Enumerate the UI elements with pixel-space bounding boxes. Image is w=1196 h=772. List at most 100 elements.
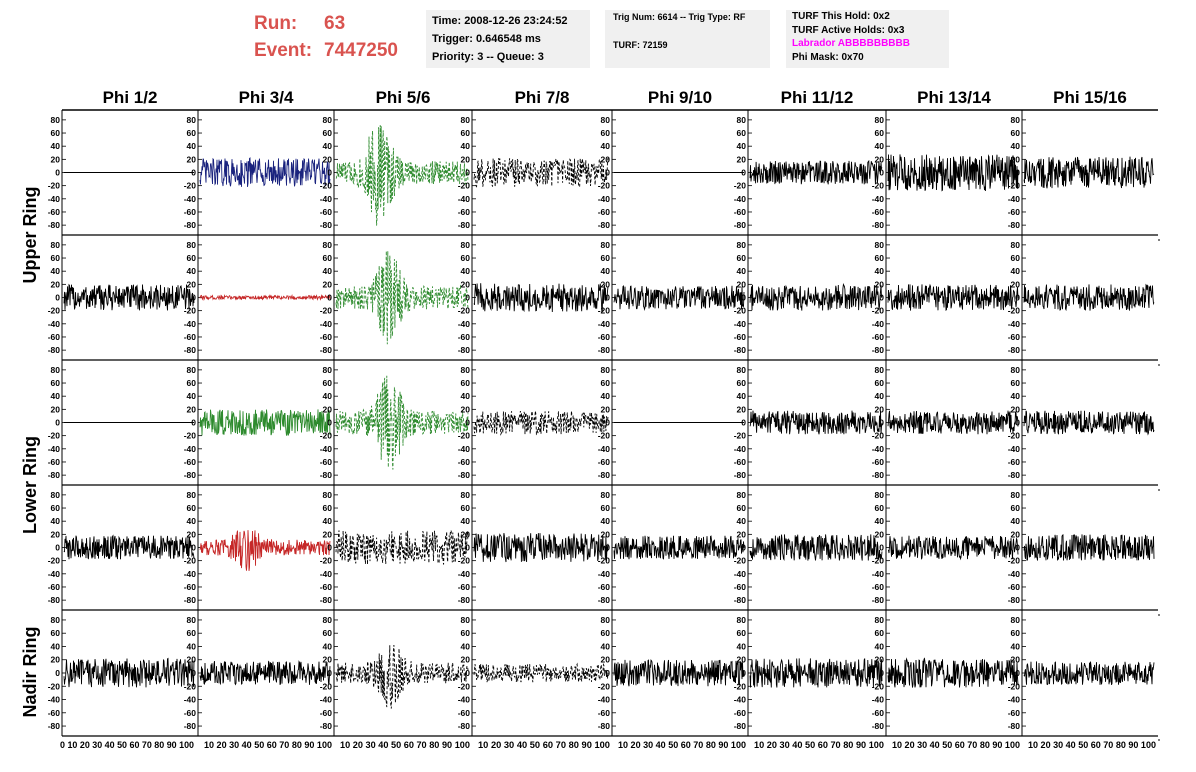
trace-row3-phi-7-8: [473, 409, 609, 436]
y-tick-label: 0: [327, 293, 332, 303]
y-tick-label: -20: [1008, 681, 1021, 691]
y-tick-label: 40: [187, 141, 197, 151]
y-tick-label: -80: [734, 595, 747, 605]
y-tick-label: -40: [734, 695, 747, 705]
y-tick-label: -40: [458, 319, 471, 329]
trace-row4-phi-15-16: [1023, 534, 1155, 561]
y-tick-label: 20: [323, 404, 333, 414]
y-tick-label: 60: [601, 128, 611, 138]
y-tick-label: -20: [734, 306, 747, 316]
y-tick-label: 20: [187, 154, 197, 164]
y-tick-label: 20: [601, 404, 611, 414]
y-tick-label: 80: [187, 240, 197, 250]
y-tick-label: -20: [734, 431, 747, 441]
y-tick-label: -40: [734, 319, 747, 329]
y-tick-label: -60: [458, 457, 471, 467]
y-tick-label: 80: [601, 365, 611, 375]
trace-row1-phi-13-14: [887, 154, 1019, 192]
trace-row5-phi-15-16: [1023, 661, 1155, 686]
trace-row5-phi-13-14: [887, 657, 1019, 688]
y-tick-label: 80: [601, 615, 611, 625]
y-tick-label: -40: [1008, 194, 1021, 204]
y-tick-label: -80: [1008, 220, 1021, 230]
y-tick-label: 80: [187, 365, 197, 375]
y-tick-label: -60: [320, 207, 333, 217]
y-tick-label: -20: [320, 306, 333, 316]
y-tick-label: -40: [320, 569, 333, 579]
y-tick-label: 60: [1011, 378, 1021, 388]
y-tick-label: 40: [461, 516, 471, 526]
y-tick-label: -60: [320, 457, 333, 467]
y-tick-label: 20: [461, 404, 471, 414]
y-tick-label: -40: [598, 194, 611, 204]
y-tick-label: 0: [741, 168, 746, 178]
trace-row4-phi-3-4: [199, 530, 331, 571]
y-tick-label: 20: [875, 529, 885, 539]
y-tick-label: 80: [875, 615, 885, 625]
y-tick-label: 40: [1011, 391, 1021, 401]
y-tick-label: 0: [55, 543, 60, 553]
y-tick-label: 0: [1015, 543, 1020, 553]
turf-this-hold-text: TURF This Hold: 0x2: [792, 11, 890, 22]
y-tick-label: 80: [51, 365, 61, 375]
y-tick-label: -60: [1008, 332, 1021, 342]
turf-text: TURF: 72159: [613, 40, 668, 50]
y-tick-label: 40: [737, 391, 747, 401]
turf-active-holds-text: TURF Active Holds: 0x3: [792, 24, 905, 36]
y-tick-label: 0: [605, 418, 610, 428]
y-tick-label: -60: [872, 332, 885, 342]
y-tick-label: -40: [184, 319, 197, 329]
trace-row5-phi-5-6: [335, 644, 469, 709]
y-tick-label: 20: [323, 655, 333, 665]
y-tick-label: 20: [1011, 529, 1021, 539]
y-tick-label: -40: [48, 569, 61, 579]
y-tick-label: -40: [872, 194, 885, 204]
y-tick-label: 0: [191, 543, 196, 553]
y-tick-label: 80: [323, 365, 333, 375]
y-tick-label: -80: [48, 595, 61, 605]
y-tick-label: -20: [734, 181, 747, 191]
y-tick-label: -40: [598, 444, 611, 454]
y-tick-label: -60: [184, 582, 197, 592]
y-tick-label: 20: [1011, 279, 1021, 289]
y-tick-label: 20: [737, 404, 747, 414]
y-tick-label: 80: [187, 115, 197, 125]
y-tick-label: 80: [461, 365, 471, 375]
y-tick-label: -60: [1008, 582, 1021, 592]
phi-mask-text: Phi Mask: 0x70: [792, 51, 864, 63]
y-tick-label: 0: [879, 293, 884, 303]
y-tick-label: -40: [320, 444, 333, 454]
y-tick-label: -40: [872, 319, 885, 329]
y-tick-label: 0: [741, 293, 746, 303]
y-tick-label: 0: [55, 293, 60, 303]
y-tick-label: -20: [872, 556, 885, 566]
y-tick-label: -80: [320, 220, 333, 230]
y-tick-label: 40: [601, 141, 611, 151]
y-tick-label: -20: [872, 681, 885, 691]
y-tick-label: 60: [323, 128, 333, 138]
trace-row3-phi-15-16: [1023, 410, 1155, 436]
y-tick-label: 0: [191, 168, 196, 178]
y-tick-label: -20: [184, 181, 197, 191]
y-tick-label: -80: [734, 220, 747, 230]
y-tick-label: 0: [605, 668, 610, 678]
y-tick-label: -20: [458, 431, 471, 441]
y-tick-label: -40: [872, 444, 885, 454]
y-tick-label: 60: [1011, 253, 1021, 263]
y-tick-label: -40: [320, 319, 333, 329]
y-tick-label: 20: [601, 655, 611, 665]
trace-row1-phi-5-6: [335, 125, 469, 226]
y-tick-label: -60: [1008, 207, 1021, 217]
y-tick-label: -40: [1008, 444, 1021, 454]
y-tick-label: 20: [601, 529, 611, 539]
y-tick-label: 60: [187, 628, 197, 638]
y-tick-label: -20: [184, 556, 197, 566]
y-tick-label: 20: [1011, 655, 1021, 665]
y-tick-label: -20: [1008, 181, 1021, 191]
x-tick-labels-6: 10 20 30 40 50 60 70 80 90 100: [754, 740, 884, 751]
y-tick-label: 40: [737, 266, 747, 276]
y-tick-label: 40: [737, 141, 747, 151]
trace-row2-phi-3-4: [199, 293, 331, 301]
y-tick-label: 40: [601, 516, 611, 526]
y-tick-label: -80: [48, 470, 61, 480]
